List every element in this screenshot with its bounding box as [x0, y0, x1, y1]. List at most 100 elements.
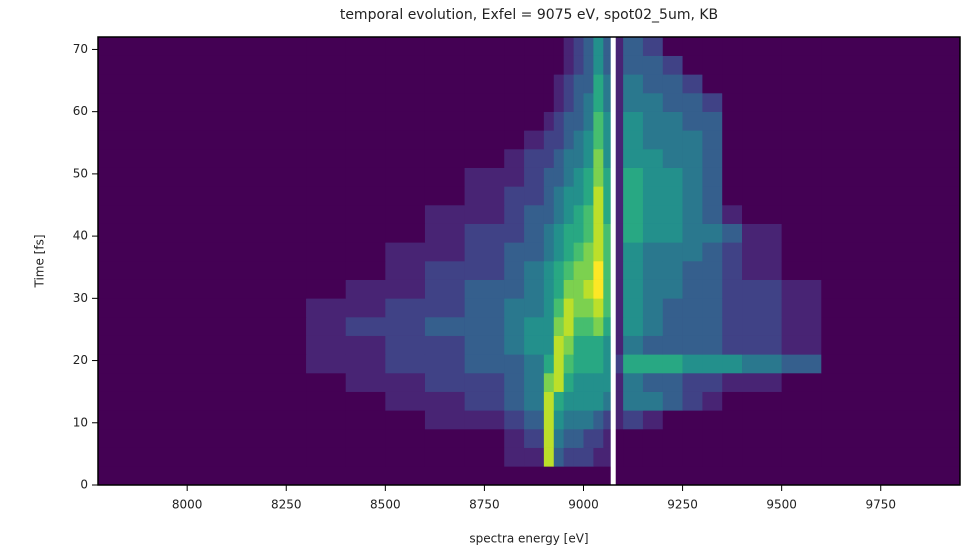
heatmap-cell	[593, 186, 604, 206]
heatmap-cell	[603, 130, 614, 150]
heatmap-cell	[593, 261, 604, 280]
heatmap-cell	[682, 186, 703, 206]
heatmap-cell	[742, 74, 782, 94]
heatmap-cell	[623, 410, 644, 430]
heatmap-cell	[553, 429, 564, 448]
heatmap-cell	[603, 93, 614, 112]
heatmap-cell	[424, 391, 465, 411]
heatmap-cell	[642, 149, 664, 168]
heatmap-cell	[682, 335, 703, 355]
heatmap-cell	[662, 373, 683, 392]
heatmap-cell	[424, 205, 465, 224]
heatmap-cell	[464, 317, 505, 336]
heatmap-cell	[821, 410, 961, 430]
heatmap-cell	[573, 410, 584, 430]
heatmap-cell	[662, 317, 683, 336]
heatmap-cell	[385, 298, 426, 318]
heatmap-cell	[623, 354, 644, 374]
heatmap-cell	[662, 410, 683, 430]
heatmap-cell	[424, 447, 465, 467]
heatmap-cell	[464, 335, 505, 355]
heatmap-cell	[504, 391, 525, 411]
heatmap-cell	[821, 74, 961, 94]
heatmap-cell	[781, 335, 822, 355]
heatmap-cell	[553, 335, 564, 355]
heatmap-cell	[424, 37, 465, 56]
heatmap-cell	[603, 111, 614, 131]
heatmap-cell	[742, 335, 782, 355]
heatmap-cell	[742, 242, 782, 262]
heatmap-cell	[345, 279, 386, 299]
heatmap-cell	[573, 261, 584, 280]
heatmap-cell	[821, 111, 961, 131]
heatmap-cell	[613, 317, 624, 336]
heatmap-cell	[682, 74, 703, 94]
heatmap-cell	[345, 223, 386, 243]
heatmap-cell	[464, 167, 505, 187]
heatmap-cell	[306, 167, 347, 187]
heatmap-cell	[553, 242, 564, 262]
heatmap-cell	[662, 205, 683, 224]
heatmap-cell	[504, 242, 525, 262]
heatmap-cell	[642, 261, 664, 280]
heatmap-cell	[385, 279, 426, 299]
heatmap-cell	[642, 242, 664, 262]
heatmap-cell	[573, 354, 584, 374]
heatmap-cell	[623, 335, 644, 355]
heatmap-cell	[385, 205, 426, 224]
heatmap-cell	[781, 167, 822, 187]
heatmap-cell	[563, 373, 574, 392]
heatmap-cell	[563, 167, 574, 187]
heatmap-cell	[563, 55, 574, 75]
heatmap-cell	[464, 279, 505, 299]
x-tick-label: 9250	[667, 498, 698, 512]
heatmap-cell	[603, 186, 614, 206]
heatmap-cell	[553, 447, 564, 467]
heatmap-cell	[573, 429, 584, 448]
heatmap-cell	[464, 429, 505, 448]
heatmap-cell	[593, 335, 604, 355]
x-tick-label: 9750	[865, 498, 896, 512]
heatmap-cell	[306, 37, 347, 56]
heatmap-cell	[573, 373, 584, 392]
heatmap-cell	[306, 317, 347, 336]
heatmap-cell	[593, 149, 604, 168]
heatmap-cell	[593, 55, 604, 75]
heatmap-cell	[821, 149, 961, 168]
heatmap-cell	[573, 55, 584, 75]
heatmap-cell	[524, 354, 545, 374]
heatmap-cell	[781, 55, 822, 75]
heatmap-cell	[543, 429, 555, 448]
heatmap-cell	[385, 447, 426, 467]
heatmap-cell	[623, 391, 644, 411]
heatmap-cell	[662, 149, 683, 168]
heatmap-cell	[98, 130, 307, 150]
heatmap-cell	[98, 74, 307, 94]
heatmap-cell	[98, 429, 307, 448]
heatmap-cell	[662, 298, 683, 318]
heatmap-cell	[464, 261, 505, 280]
chart-title: temporal evolution, Exfel = 9075 eV, spo…	[340, 7, 718, 23]
heatmap-cell	[642, 354, 664, 374]
heatmap-cell	[306, 261, 347, 280]
heatmap-cell	[583, 167, 594, 187]
heatmap-cell	[742, 391, 782, 411]
heatmap-cell	[98, 186, 307, 206]
heatmap-cell	[504, 223, 525, 243]
heatmap-cell	[613, 242, 624, 262]
heatmap-cell	[722, 149, 743, 168]
heatmap-cell	[613, 149, 624, 168]
heatmap-cell	[662, 223, 683, 243]
heatmap-cell	[722, 74, 743, 94]
heatmap-cell	[543, 149, 555, 168]
heatmap-cell	[722, 279, 743, 299]
heatmap-cell	[722, 167, 743, 187]
heatmap-cell	[306, 130, 347, 150]
x-tick-label: 8000	[172, 498, 203, 512]
heatmap-cell	[98, 261, 307, 280]
heatmap-cell	[98, 373, 307, 392]
heatmap-cell	[385, 149, 426, 168]
heatmap-cell	[424, 111, 465, 131]
heatmap-cell	[583, 447, 594, 467]
